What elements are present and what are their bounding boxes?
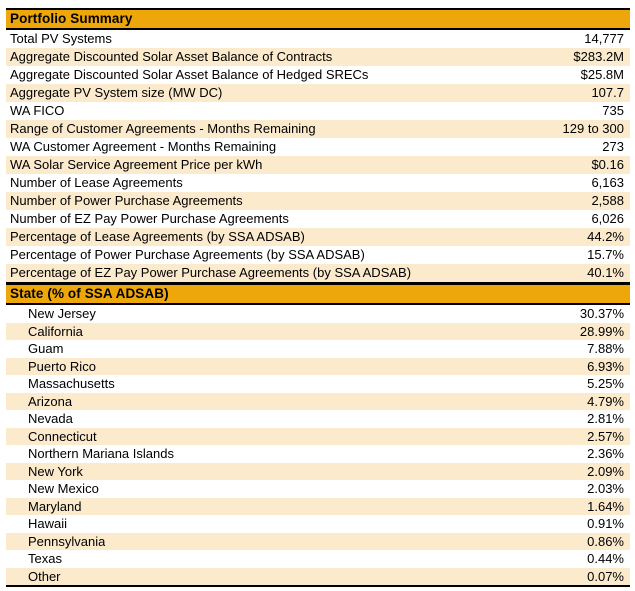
row-label: Maryland bbox=[28, 498, 82, 514]
table-row: Aggregate Discounted Solar Asset Balance… bbox=[6, 48, 630, 66]
table-row: New Mexico 2.03% bbox=[6, 480, 630, 498]
portfolio-summary-header: Portfolio Summary bbox=[6, 8, 630, 30]
row-value: 44.2% bbox=[587, 229, 624, 244]
row-value: 30.37% bbox=[579, 306, 624, 321]
state-breakdown-rows: New Jersey 30.37% California 28.99% Guam… bbox=[6, 305, 630, 587]
row-value: $283.2M bbox=[573, 49, 624, 64]
row-value: 0.91% bbox=[587, 516, 624, 531]
row-value: 6,163 bbox=[591, 175, 624, 190]
row-value: 2.09% bbox=[587, 463, 624, 479]
row-label: California bbox=[28, 323, 83, 339]
table-row: Texas 0.44% bbox=[6, 550, 630, 568]
row-label: Pennsylvania bbox=[28, 533, 106, 549]
row-value: 129 to 300 bbox=[562, 121, 624, 136]
portfolio-summary-rows: Total PV Systems 14,777 Aggregate Discou… bbox=[6, 30, 630, 282]
row-label: Arizona bbox=[28, 393, 73, 409]
row-label: Northern Mariana Islands bbox=[28, 446, 174, 461]
table-row: Number of Power Purchase Agreements 2,58… bbox=[6, 192, 630, 210]
row-label: Aggregate PV System size (MW DC) bbox=[10, 85, 223, 100]
table-row: Percentage of Lease Agreements (by SSA A… bbox=[6, 228, 630, 246]
row-label: New York bbox=[28, 463, 83, 479]
row-label: Number of Lease Agreements bbox=[10, 175, 183, 190]
row-label: Total PV Systems bbox=[10, 31, 112, 46]
row-value: 15.7% bbox=[587, 247, 624, 262]
row-label: Other bbox=[28, 568, 61, 584]
row-value: 735 bbox=[602, 103, 624, 118]
table-row: Pennsylvania 0.86% bbox=[6, 532, 630, 550]
row-value: 5.25% bbox=[587, 376, 624, 391]
table-row: Connecticut 2.57% bbox=[6, 427, 630, 445]
row-label: New Jersey bbox=[28, 306, 96, 321]
row-value: 0.44% bbox=[587, 551, 624, 566]
table-row: WA Customer Agreement - Months Remaining… bbox=[6, 138, 630, 156]
row-label: Number of EZ Pay Power Purchase Agreemen… bbox=[10, 211, 289, 226]
table-row: Number of Lease Agreements 6,163 bbox=[6, 174, 630, 192]
portfolio-report-table: Portfolio Summary Total PV Systems 14,77… bbox=[6, 8, 630, 587]
row-value: 40.1% bbox=[587, 265, 624, 280]
row-value: 4.79% bbox=[587, 393, 624, 409]
table-row: New York 2.09% bbox=[6, 462, 630, 480]
row-value: $0.16 bbox=[591, 157, 624, 172]
row-label: Range of Customer Agreements - Months Re… bbox=[10, 121, 316, 136]
table-row: Percentage of EZ Pay Power Purchase Agre… bbox=[6, 264, 630, 282]
table-row: Aggregate Discounted Solar Asset Balance… bbox=[6, 66, 630, 84]
table-row: Arizona 4.79% bbox=[6, 392, 630, 410]
table-row: Hawaii 0.91% bbox=[6, 515, 630, 533]
row-label: Texas bbox=[28, 551, 62, 566]
portfolio-summary-section: Portfolio Summary Total PV Systems 14,77… bbox=[6, 8, 630, 282]
row-label: New Mexico bbox=[28, 481, 99, 496]
table-row: Northern Mariana Islands 2.36% bbox=[6, 445, 630, 463]
row-value: 2.57% bbox=[587, 428, 624, 444]
row-value: 6.93% bbox=[587, 358, 624, 374]
row-value: 1.64% bbox=[587, 498, 624, 514]
row-value: 6,026 bbox=[591, 211, 624, 226]
row-label: Percentage of Lease Agreements (by SSA A… bbox=[10, 229, 305, 244]
row-value: 2.03% bbox=[587, 481, 624, 496]
state-breakdown-section: State (% of SSA ADSAB) New Jersey 30.37%… bbox=[6, 282, 630, 587]
table-row: Aggregate PV System size (MW DC) 107.7 bbox=[6, 84, 630, 102]
state-breakdown-header: State (% of SSA ADSAB) bbox=[6, 282, 630, 305]
table-row: Maryland 1.64% bbox=[6, 497, 630, 515]
table-row: Other 0.07% bbox=[6, 567, 630, 585]
row-value: 7.88% bbox=[587, 341, 624, 356]
table-row: Massachusetts 5.25% bbox=[6, 375, 630, 393]
table-row: Nevada 2.81% bbox=[6, 410, 630, 428]
table-row: WA FICO 735 bbox=[6, 102, 630, 120]
row-value: 2.36% bbox=[587, 446, 624, 461]
row-value: $25.8M bbox=[580, 67, 624, 82]
row-label: Massachusetts bbox=[28, 376, 115, 391]
table-row: Total PV Systems 14,777 bbox=[6, 30, 630, 48]
row-value: 107.7 bbox=[591, 85, 624, 100]
table-row: Number of EZ Pay Power Purchase Agreemen… bbox=[6, 210, 630, 228]
row-label: WA Solar Service Agreement Price per kWh bbox=[10, 157, 263, 172]
row-value: 2.81% bbox=[587, 411, 624, 426]
table-row: New Jersey 30.37% bbox=[6, 305, 630, 323]
row-label: Puerto Rico bbox=[28, 358, 96, 374]
row-label: Aggregate Discounted Solar Asset Balance… bbox=[10, 67, 369, 82]
row-label: WA Customer Agreement - Months Remaining bbox=[10, 139, 277, 154]
table-row: California 28.99% bbox=[6, 322, 630, 340]
table-row: Puerto Rico 6.93% bbox=[6, 357, 630, 375]
table-row: Percentage of Power Purchase Agreements … bbox=[6, 246, 630, 264]
table-row: Guam 7.88% bbox=[6, 340, 630, 358]
row-value: 2,588 bbox=[591, 193, 624, 208]
row-label: Nevada bbox=[28, 411, 73, 426]
row-label: Connecticut bbox=[28, 428, 97, 444]
row-label: Percentage of Power Purchase Agreements … bbox=[10, 247, 365, 262]
table-row: WA Solar Service Agreement Price per kWh… bbox=[6, 156, 630, 174]
row-label: Hawaii bbox=[28, 516, 68, 531]
table-row: Range of Customer Agreements - Months Re… bbox=[6, 120, 630, 138]
row-label: WA FICO bbox=[10, 103, 65, 118]
row-value: 28.99% bbox=[579, 323, 624, 339]
row-label: Number of Power Purchase Agreements bbox=[10, 193, 243, 208]
row-label: Guam bbox=[28, 341, 64, 356]
row-label: Percentage of EZ Pay Power Purchase Agre… bbox=[10, 265, 412, 280]
row-label: Aggregate Discounted Solar Asset Balance… bbox=[10, 49, 333, 64]
row-value: 0.07% bbox=[587, 568, 624, 584]
row-value: 273 bbox=[602, 139, 624, 154]
row-value: 14,777 bbox=[584, 31, 624, 46]
row-value: 0.86% bbox=[587, 533, 624, 549]
